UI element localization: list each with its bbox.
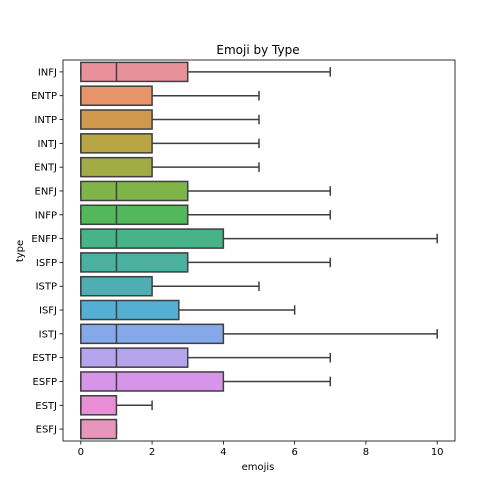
box-infp <box>80 204 332 226</box>
box-iqr <box>80 85 153 106</box>
y-axis-label: type <box>15 240 26 262</box>
box-esfp <box>80 371 332 392</box>
y-tick-label: ENTP <box>31 91 57 102</box>
box-enfp <box>80 228 438 249</box>
y-tick-label: INTP <box>34 115 57 126</box>
box-esfj <box>80 418 118 440</box>
y-tick-label: ESTP <box>32 353 57 364</box>
box-iqr <box>80 156 153 178</box>
box-enfj <box>80 180 332 202</box>
box-iqr <box>80 228 225 249</box>
y-tick-label: ESFP <box>33 377 57 388</box>
box-istp <box>80 275 260 297</box>
box-iqr <box>80 275 153 297</box>
x-tick-label: 0 <box>78 447 84 458</box>
y-tick-label: ENFP <box>31 234 57 245</box>
y-tick-label: ESTJ <box>35 401 57 412</box>
box-iqr <box>80 323 225 345</box>
box-entp <box>80 85 260 106</box>
box-istj <box>80 323 438 345</box>
box-iqr <box>80 418 118 440</box>
x-tick-label: 10 <box>431 447 444 458</box>
box-iqr <box>80 204 189 226</box>
box-iqr <box>80 133 153 154</box>
boxes-layer <box>80 61 438 440</box>
box-estp <box>80 347 332 368</box>
x-tick-label: 2 <box>149 447 155 458</box>
plot-frame <box>62 59 456 442</box>
x-axis: 0 2 4 6 8 10 <box>78 441 444 458</box>
box-iqr <box>80 395 118 416</box>
y-tick-label: INFP <box>35 210 57 221</box>
box-iqr <box>80 180 189 202</box>
box-iqr <box>80 252 189 273</box>
y-tick-label: INFJ <box>38 67 57 78</box>
chart-title: Emoji by Type <box>216 43 299 57</box>
y-tick-label: ISFJ <box>39 306 57 317</box>
y-tick-label: ENFJ <box>35 186 58 197</box>
x-axis-label: emojis <box>242 462 275 473</box>
box-isfj <box>80 299 296 321</box>
x-tick-label: 4 <box>220 447 226 458</box>
box-iqr <box>80 371 225 392</box>
box-intj <box>80 133 260 154</box>
y-tick-label: ISTP <box>36 282 57 293</box>
y-axis: INFJ ENTP INTP INTJ ENTJ ENFJ INFP ENFP ISFP ISTP… <box>31 67 63 436</box>
box-iqr <box>80 347 189 368</box>
box-estj <box>80 395 153 416</box>
box-entj <box>80 156 260 178</box>
y-tick-label: INTJ <box>38 139 58 150</box>
y-tick-label: ENTJ <box>34 163 57 174</box>
box-iqr <box>80 299 180 321</box>
box-infj <box>80 61 332 83</box>
x-tick-label: 6 <box>291 447 297 458</box>
y-tick-label: ISFP <box>36 258 57 269</box>
y-tick-label: ISTJ <box>39 329 57 340</box>
box-iqr <box>80 61 189 83</box>
box-intp <box>80 109 260 130</box>
box-isfp <box>80 252 332 273</box>
x-tick-label: 8 <box>363 447 369 458</box>
y-tick-label: ESFJ <box>36 425 57 436</box>
box-iqr <box>80 109 153 130</box>
